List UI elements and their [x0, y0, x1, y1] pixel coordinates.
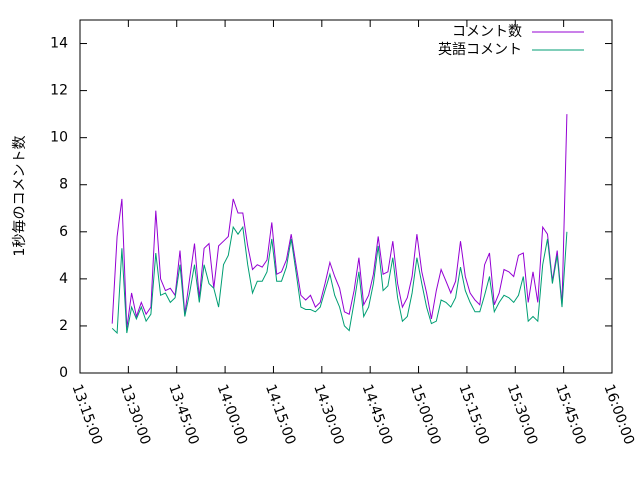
x-tick-label: 13:15:00: [68, 382, 105, 447]
x-tick-label: 15:45:00: [552, 382, 589, 447]
y-tick-label: 4: [59, 271, 68, 287]
x-tick-label: 14:15:00: [262, 382, 299, 447]
x-tick-label: 13:45:00: [165, 382, 202, 447]
x-tick-label: 14:45:00: [359, 382, 396, 447]
x-tick-label: 15:30:00: [504, 382, 541, 447]
series-line: [111, 225, 568, 335]
y-tick-label: 8: [59, 177, 68, 193]
x-tick-label: 14:30:00: [310, 382, 347, 447]
x-tick-label: 16:00:00: [600, 382, 637, 447]
y-axis-label: 1秒毎のコメント数: [12, 136, 28, 257]
legend-label: コメント数: [452, 24, 522, 40]
x-tick-label: 13:30:00: [117, 382, 154, 447]
x-tick-label: 14:00:00: [214, 382, 251, 447]
y-tick-label: 6: [59, 224, 68, 240]
y-tick-label: 10: [50, 130, 68, 146]
plot-border: [79, 19, 613, 374]
x-tick-label: 15:15:00: [455, 382, 492, 447]
y-tick-label: 14: [50, 36, 68, 52]
legend-label: 英語コメント: [438, 41, 522, 58]
y-tick-label: 2: [59, 318, 68, 334]
y-tick-label: 0: [59, 365, 68, 381]
y-tick-label: 12: [50, 83, 68, 99]
x-tick-label: 15:00:00: [407, 382, 444, 447]
series-line: [111, 114, 568, 329]
